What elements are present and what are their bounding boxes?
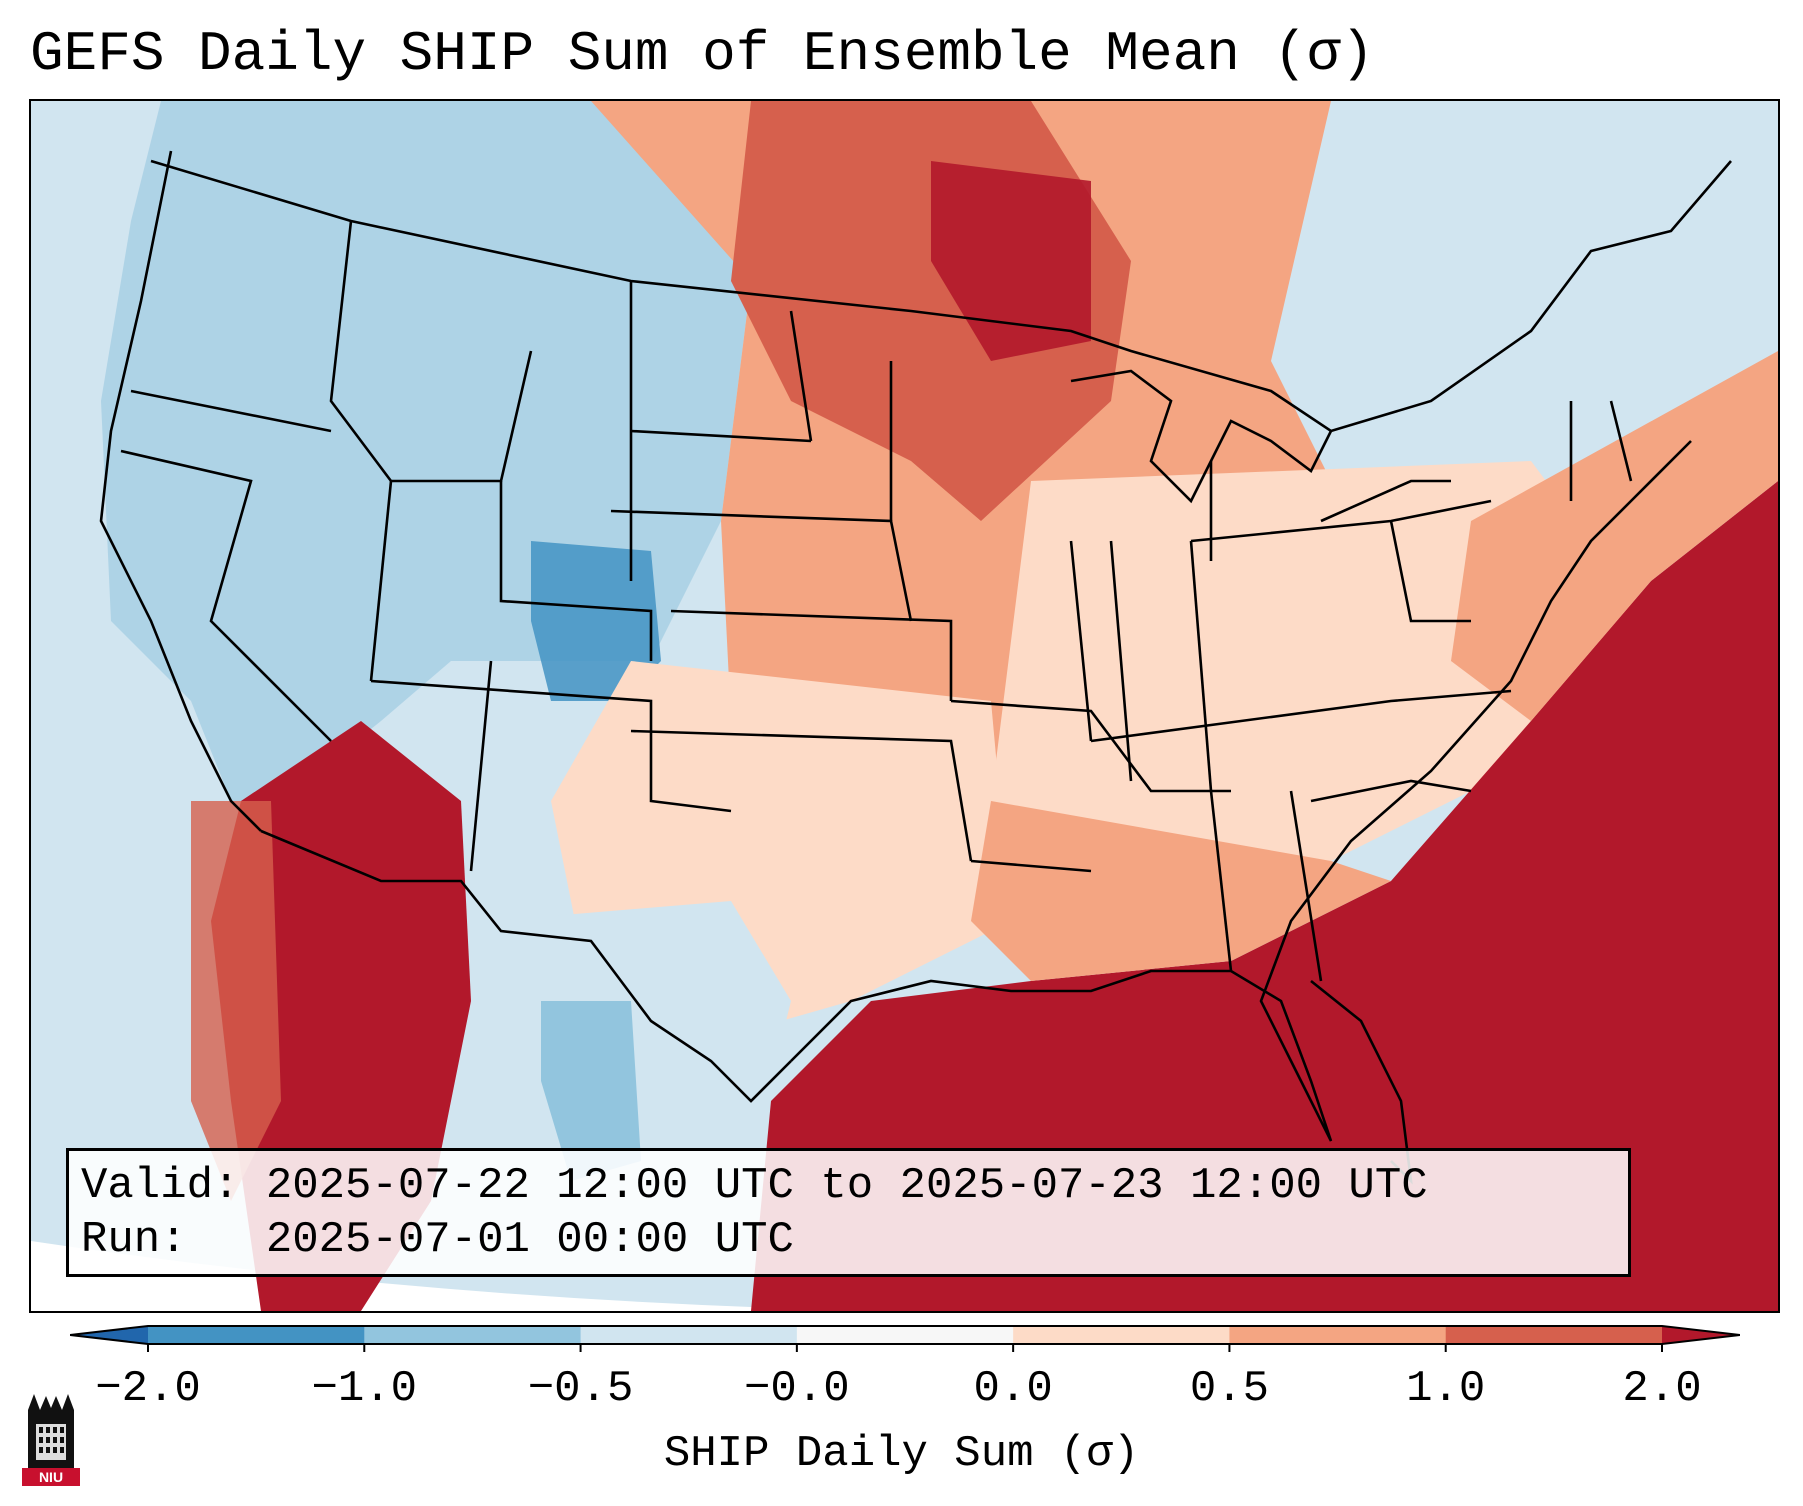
valid-run-info-box: Valid: 2025-07-22 12:00 UTC to 2025-07-2…	[66, 1148, 1631, 1277]
colorbar-label: SHIP Daily Sum (σ)	[663, 1429, 1140, 1479]
run-value: 2025-07-01 00:00 UTC	[265, 1215, 794, 1265]
colorbar-tick-label: 2.0	[1622, 1364, 1702, 1414]
valid-value: 2025-07-22 12:00 UTC to 2025-07-23 12:00…	[265, 1161, 1428, 1211]
colorbar-segment	[148, 1326, 365, 1344]
colorbar-extend-low	[70, 1326, 148, 1344]
colorbar-segment	[796, 1326, 1014, 1344]
colorbar-outline	[70, 1325, 1740, 1345]
colorbar-tick-label: −1.0	[311, 1364, 418, 1414]
colorbar-segment	[1445, 1326, 1663, 1344]
colorbar	[70, 1325, 1740, 1352]
colorbar-tick-label: 1.0	[1406, 1364, 1486, 1414]
colorbar-segment	[1229, 1326, 1447, 1344]
colorbar-tick-label: 0.0	[973, 1364, 1053, 1414]
colorbar-tick-label: −0.0	[744, 1364, 850, 1414]
boundaries	[99, 150, 1732, 1185]
colorbar-segment	[580, 1326, 798, 1344]
field-shading	[101, 101, 1778, 1311]
colorbar-segment	[1013, 1326, 1230, 1344]
map-canvas	[31, 101, 1778, 1311]
run-label: Run:	[81, 1215, 187, 1265]
colorbar-tick-label: −0.5	[527, 1364, 634, 1414]
colorbar-tick-label: −2.0	[95, 1364, 201, 1414]
colorbar-extend-high	[1662, 1326, 1740, 1344]
logo-text: NIU	[39, 1469, 63, 1485]
colorbar-tick-label: 0.5	[1189, 1364, 1270, 1414]
projection-edge	[31, 1241, 881, 1311]
niu-logo: NIU	[22, 1394, 80, 1486]
page-title: GEFS Daily SHIP Sum of Ensemble Mean (σ)	[30, 22, 1375, 86]
colorbar-segment	[364, 1326, 582, 1344]
map-panel	[29, 99, 1780, 1313]
valid-label: Valid:	[81, 1161, 240, 1211]
